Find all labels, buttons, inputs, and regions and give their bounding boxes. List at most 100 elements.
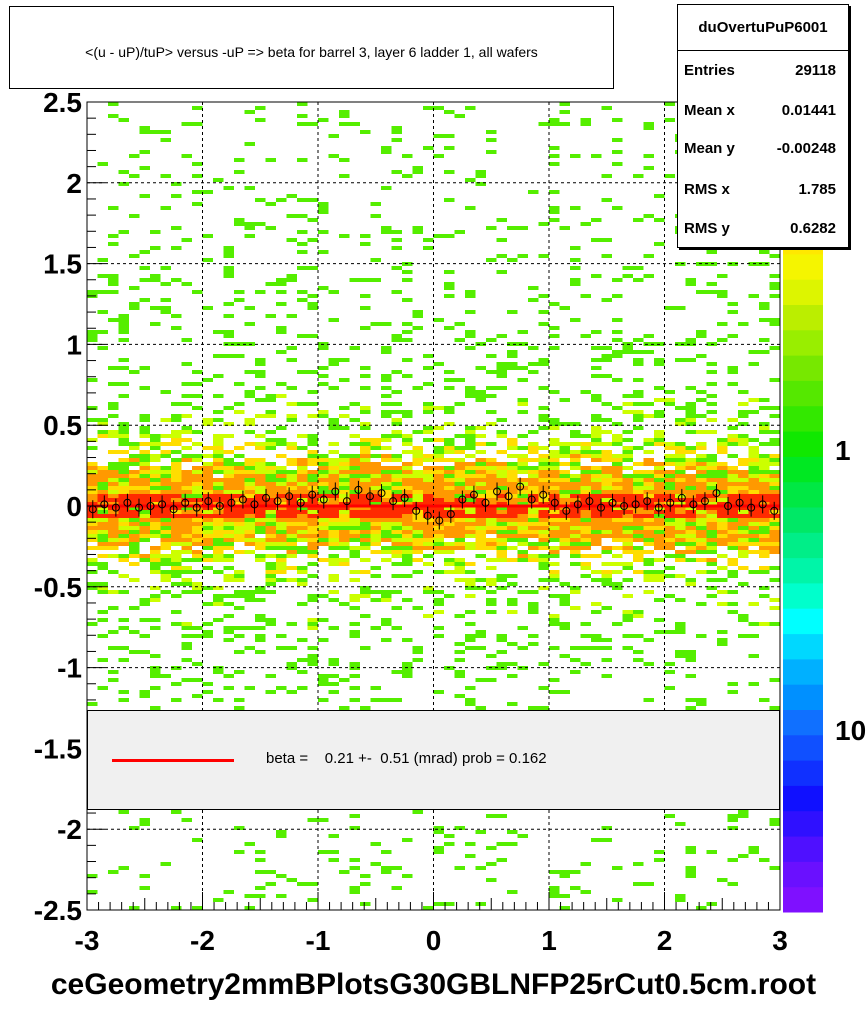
heatmap-cell <box>759 622 770 626</box>
heatmap-cell <box>643 570 654 574</box>
heatmap-cell <box>381 870 392 874</box>
heatmap-cell <box>727 370 738 374</box>
heatmap-cell <box>423 614 434 618</box>
heatmap-cell <box>675 554 686 558</box>
heatmap-cell <box>150 442 161 446</box>
heatmap-cell <box>769 286 780 290</box>
heatmap-cell <box>181 522 192 526</box>
heatmap-cell <box>402 322 413 326</box>
heatmap-cell <box>391 506 402 510</box>
heatmap-cell <box>622 510 633 514</box>
heatmap-cell <box>654 474 665 478</box>
heatmap-cell <box>444 530 455 534</box>
heatmap-cell <box>360 462 371 466</box>
heatmap-cell <box>381 514 392 518</box>
heatmap-cell <box>307 502 318 506</box>
heatmap-cell <box>402 522 413 526</box>
heatmap-cell <box>328 538 339 542</box>
heatmap-cell <box>391 502 402 506</box>
heatmap-cell <box>139 434 150 438</box>
heatmap-cell <box>192 678 203 682</box>
heatmap-cell <box>402 410 413 414</box>
heatmap-cell <box>234 626 245 630</box>
heatmap-cell <box>717 482 728 486</box>
heatmap-cell <box>286 462 297 466</box>
heatmap-cell <box>580 482 591 486</box>
heatmap-cell <box>559 482 570 486</box>
heatmap-cell <box>643 490 654 494</box>
heatmap-cell <box>696 398 707 402</box>
heatmap-cell <box>234 470 245 474</box>
chart-canvas: -3 -2 -1 0 1 2 3 -2.5-2-1.5-1-0.500.511.522.5 … <box>34 87 866 956</box>
heatmap-cell <box>412 462 423 466</box>
heatmap-cell <box>465 634 476 638</box>
heatmap-cell <box>727 570 738 574</box>
profile-point <box>677 488 686 507</box>
heatmap-cell <box>517 518 528 522</box>
heatmap-cell <box>339 458 350 462</box>
heatmap-cell <box>685 410 696 414</box>
heatmap-cell <box>591 442 602 446</box>
heatmap-cell <box>454 518 465 522</box>
heatmap-cell <box>129 534 140 538</box>
heatmap-cell <box>769 430 780 434</box>
heatmap-cell <box>265 578 276 582</box>
heatmap-cell <box>255 858 266 862</box>
heatmap-cell <box>559 522 570 526</box>
heatmap-cell <box>454 578 465 582</box>
heatmap-cell <box>507 510 518 514</box>
heatmap-cell <box>727 470 738 474</box>
heatmap-cell <box>496 506 507 510</box>
heatmap-cell <box>538 454 549 458</box>
heatmap-cell <box>213 394 224 398</box>
heatmap-cell <box>622 578 633 582</box>
heatmap-cell <box>570 462 581 466</box>
heatmap-cell <box>549 570 560 574</box>
heatmap-cell <box>654 546 665 550</box>
heatmap-cell <box>150 674 161 678</box>
heatmap-cell <box>192 538 203 542</box>
heatmap-cell <box>738 634 749 638</box>
profile-point <box>412 501 421 520</box>
heatmap-cell <box>748 486 759 490</box>
heatmap-cell <box>643 526 654 530</box>
heatmap-cell <box>591 346 602 350</box>
heatmap-cell <box>318 474 329 478</box>
heatmap-cell <box>507 454 518 458</box>
heatmap-cell <box>171 458 182 462</box>
profile-point <box>134 498 143 517</box>
heatmap-cell <box>591 570 602 574</box>
heatmap-cell <box>748 498 759 502</box>
heatmap-cell <box>570 534 581 538</box>
heatmap-cell <box>223 534 234 538</box>
heatmap-cell <box>706 530 717 534</box>
heatmap-cell <box>717 638 728 642</box>
heatmap-cell <box>118 646 129 650</box>
heatmap-cell <box>633 350 644 354</box>
heatmap-cell <box>769 510 780 514</box>
heatmap-cell <box>748 454 759 458</box>
heatmap-cell <box>528 482 539 486</box>
heatmap-cell <box>276 290 287 294</box>
heatmap-cell <box>307 550 318 554</box>
heatmap-cell <box>759 338 770 342</box>
heatmap-cell <box>685 874 696 878</box>
heatmap-cell <box>685 550 696 554</box>
heatmap-cell <box>118 182 129 186</box>
heatmap-cell <box>643 662 654 666</box>
heatmap-cell <box>748 538 759 542</box>
heatmap-cell <box>570 458 581 462</box>
heatmap-cell <box>391 454 402 458</box>
heatmap-cell <box>612 490 623 494</box>
heatmap-cell <box>423 402 434 406</box>
heatmap-cell <box>538 386 549 390</box>
heatmap-cell <box>402 534 413 538</box>
heatmap-cell <box>181 430 192 434</box>
heatmap-cell <box>328 574 339 578</box>
heatmap-cell <box>748 398 759 402</box>
heatmap-cell <box>402 486 413 490</box>
heatmap-cell <box>622 594 633 598</box>
heatmap-cell <box>265 202 276 206</box>
heatmap-cell <box>738 854 749 858</box>
heatmap-cell <box>223 270 234 274</box>
